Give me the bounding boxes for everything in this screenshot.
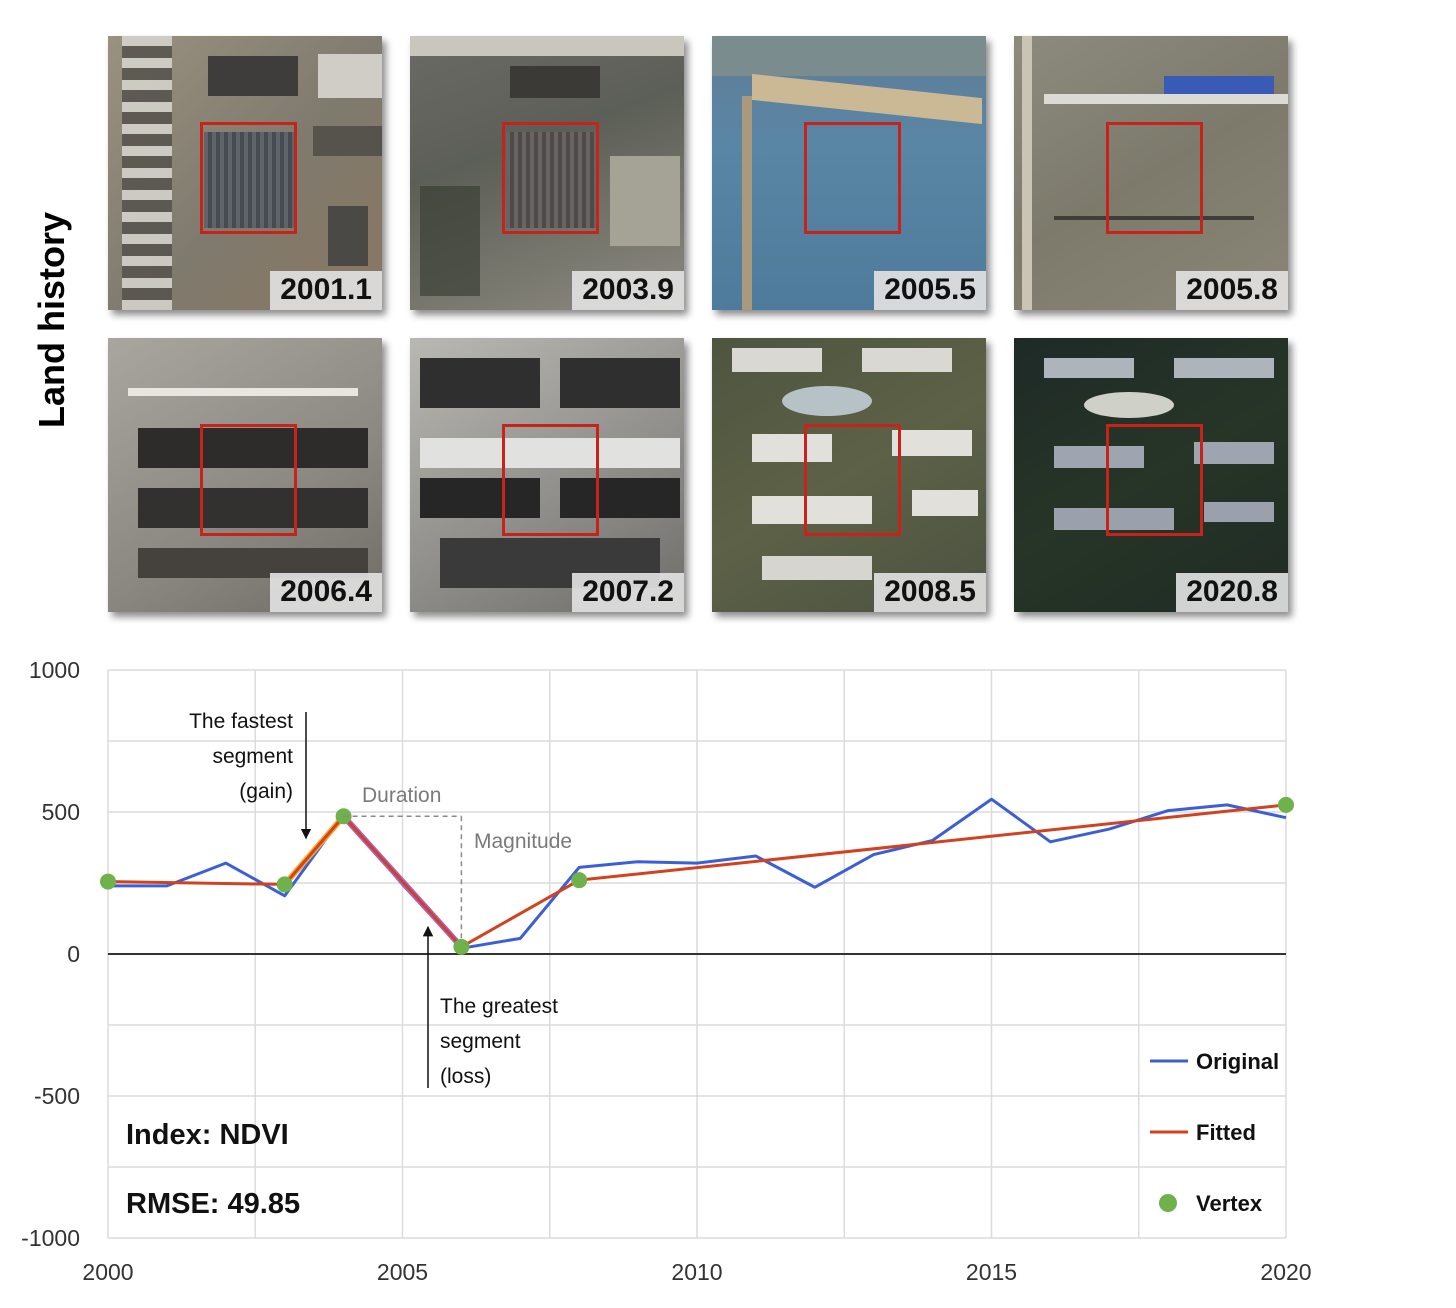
roi-box	[200, 424, 297, 536]
tile-date: 2008.5	[874, 573, 986, 612]
roi-box	[1106, 424, 1203, 536]
image-tile-8: 2020.8	[1014, 338, 1288, 612]
row-label-text: Land history	[31, 211, 72, 429]
legend-label-vertex: Vertex	[1196, 1191, 1263, 1216]
greatest-label-line-3: (loss)	[440, 1065, 491, 1088]
tile-date: 2005.8	[1176, 271, 1288, 310]
image-tile-3: 2005.5	[712, 36, 986, 310]
greatest-label-line-2: segment	[440, 1030, 521, 1053]
tile-date: 2001.1	[270, 271, 382, 310]
y-tick-label: -1000	[21, 1225, 80, 1251]
image-tile-6: 2007.2	[410, 338, 684, 612]
index-label: Index: NDVI	[126, 1119, 289, 1151]
roi-box	[200, 122, 297, 234]
roi-box	[502, 122, 599, 234]
chart-grid	[107, 669, 1287, 1239]
chart-legend: Original Fitted Vertex	[1150, 1049, 1279, 1216]
roi-box	[1106, 122, 1203, 234]
axis-tick-labels: 2000 2005 2010 2015 2020 1000 500 0 -500 -1000	[21, 657, 1311, 1285]
duration-label: Duration	[362, 784, 441, 807]
y-tick-label: 0	[67, 941, 80, 967]
vertex-point	[100, 873, 116, 890]
x-tick-label: 2015	[966, 1259, 1017, 1285]
legend-label-original: Original	[1196, 1049, 1279, 1074]
roi-box	[804, 122, 901, 234]
roi-box	[502, 424, 599, 536]
x-tick-label: 2020	[1260, 1259, 1311, 1285]
legend-label-fitted: Fitted	[1196, 1120, 1256, 1145]
y-tick-label: 1000	[29, 657, 80, 683]
x-tick-label: 2000	[82, 1259, 133, 1285]
image-tile-1: 2001.1	[108, 36, 382, 310]
x-tick-label: 2005	[377, 1259, 428, 1285]
series-line-fitted	[107, 803, 1287, 949]
tile-date: 2007.2	[572, 573, 684, 612]
y-tick-label: 500	[42, 799, 80, 825]
ndvi-trajectory-chart: 2000 2005 2010 2015 2020 1000 500 0 -500 -1000 Th…	[21, 657, 1311, 1285]
series-line-original	[108, 797, 1287, 950]
y-tick-label: -500	[34, 1083, 80, 1109]
tile-date: 2006.4	[270, 573, 382, 612]
rmse-label: RMSE: 49.85	[126, 1188, 300, 1220]
image-tile-7: 2008.5	[712, 338, 986, 612]
fastest-label-line-1: The fastest	[189, 710, 293, 733]
fastest-label-line-2: segment	[212, 745, 293, 768]
vertex-point	[453, 938, 470, 955]
image-tile-4: 2005.8	[1014, 36, 1288, 310]
tile-date: 2003.9	[572, 271, 684, 310]
vertex-point	[276, 876, 293, 893]
vertex-point	[1278, 796, 1294, 813]
legend-key-vertex	[1159, 1194, 1177, 1212]
greatest-label-line-1: The greatest	[440, 995, 558, 1018]
image-tile-2: 2003.9	[410, 36, 684, 310]
roi-box	[804, 424, 901, 536]
row-label: Land history	[22, 180, 82, 460]
tile-date: 2020.8	[1176, 573, 1288, 612]
x-tick-label: 2010	[671, 1259, 722, 1285]
fastest-label-line-3: (gain)	[239, 780, 293, 803]
vertex-point	[571, 872, 588, 889]
chart-annotations: The fastest segment (gain) Duration Magn…	[126, 710, 572, 1220]
magnitude-label: Magnitude	[474, 830, 572, 853]
tile-date: 2005.5	[874, 271, 986, 310]
chart-series	[100, 796, 1294, 955]
image-tile-5: 2006.4	[108, 338, 382, 612]
